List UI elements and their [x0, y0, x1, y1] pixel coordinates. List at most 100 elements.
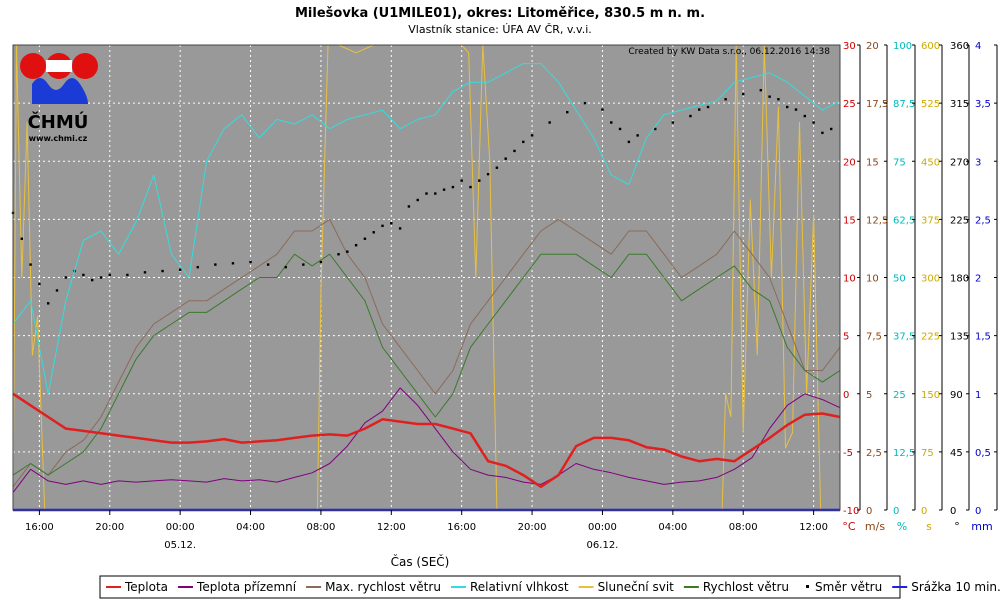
legend-item: Teplota	[106, 580, 168, 594]
x-tick-label: 16:00	[447, 522, 476, 533]
wind-direction-point	[566, 110, 569, 114]
wind-direction-point	[266, 263, 270, 266]
right-axis-tick-label: 0,5	[975, 448, 991, 459]
wind-direction-point	[610, 121, 613, 124]
right-axis-tick-label: 2	[975, 274, 981, 285]
legend-label: Rychlost větru	[703, 580, 789, 594]
wind-direction-point	[20, 237, 23, 240]
right-axis-tick-label: 525	[921, 99, 940, 110]
legend-label: Srážka 10 min.	[911, 580, 1000, 594]
wind-direction-point	[698, 108, 701, 111]
wind-direction-point	[460, 179, 463, 182]
wind-direction-point	[706, 105, 710, 109]
wind-direction-point	[583, 101, 587, 105]
right-axis-tick-label: 25	[843, 99, 856, 110]
right-axis-tick-label: 315	[950, 99, 969, 110]
wind-direction-point	[82, 273, 85, 277]
wind-direction-point	[495, 166, 499, 169]
legend-label: Max. rychlost větru	[325, 580, 441, 594]
legend-item: Teplota přízemní	[178, 580, 297, 594]
x-tick-label: 04:00	[658, 522, 687, 533]
wind-direction-point	[759, 89, 763, 92]
wind-direction-point	[671, 121, 675, 124]
right-axis-tick-label: 90	[950, 390, 963, 401]
x-tick-label: 12:00	[377, 522, 406, 533]
series-line-6	[12, 253, 841, 476]
legend-label: Relativní vlhkost	[470, 580, 569, 594]
x-date-label: 06.12.	[587, 540, 619, 551]
wind-direction-point	[618, 127, 622, 131]
wind-direction-point	[99, 276, 103, 279]
chart-subtitle: Vlastník stanice: ÚFA AV ČR, v.v.i.	[408, 23, 592, 36]
right-axis-tick-label: 3,5	[975, 99, 991, 110]
right-axis-tick-label: -10	[843, 506, 859, 517]
legend-label: Směr větru	[815, 580, 882, 594]
x-tick-label: 04:00	[236, 522, 265, 533]
right-axis-tick-label: 1	[975, 390, 981, 401]
wind-direction-point	[451, 185, 455, 189]
wind-direction-point	[178, 268, 182, 271]
wind-direction-point	[442, 188, 446, 191]
right-axis-tick-label: -5	[843, 448, 853, 459]
x-axis-label: Čas (SEČ)	[391, 554, 450, 569]
right-axis-tick-label: 100	[893, 41, 912, 52]
wind-direction-point	[143, 271, 147, 274]
right-axis-unit: °C	[842, 520, 856, 533]
right-axis-tick-label: 5	[866, 390, 872, 401]
legend-item: Rychlost větru	[683, 580, 789, 594]
right-axis-tick-label: 225	[950, 215, 969, 226]
right-axis-tick-label: 135	[950, 332, 969, 343]
x-tick-label: 12:00	[799, 522, 828, 533]
wind-direction-point	[504, 157, 507, 160]
wind-direction-point	[64, 276, 67, 279]
right-axis-tick-label: 150	[921, 390, 940, 401]
wind-direction-point	[478, 179, 481, 182]
right-axis-tick-label: 360	[950, 41, 969, 52]
wind-direction-point	[38, 282, 41, 286]
right-axis-tick-label: 10	[843, 274, 856, 285]
right-axis-unit: s	[926, 520, 932, 533]
wind-direction-point	[654, 127, 657, 131]
right-axis-tick-label: 300	[921, 274, 940, 285]
wind-direction-point	[425, 192, 428, 195]
x-tick-label: 20:00	[95, 522, 124, 533]
right-axis-tick-label: 37,5	[893, 332, 915, 343]
wind-direction-point	[486, 172, 490, 176]
logo-circle-icon	[72, 53, 98, 79]
x-tick-label: 20:00	[518, 522, 547, 533]
wind-direction-point	[724, 98, 727, 101]
wind-direction-point	[354, 244, 358, 247]
wind-direction-point	[337, 253, 340, 256]
logo-circle-icon	[20, 53, 46, 79]
right-axis-tick-label: 0	[866, 506, 872, 517]
wind-direction-point	[627, 140, 631, 144]
wind-direction-point	[398, 227, 402, 230]
right-axis-tick-label: 180	[950, 274, 969, 285]
right-axis-tick-label: 10	[866, 274, 879, 285]
legend-item: Relativní vlhkost	[450, 580, 569, 594]
right-axis-tick-label: 4	[975, 41, 981, 52]
chart-title: Milešovka (U1MILE01), okres: Litoměřice,…	[295, 6, 705, 21]
wind-direction-point	[636, 134, 639, 137]
right-axis-tick-label: 3	[975, 157, 981, 168]
right-axis-tick-label: 30	[843, 41, 856, 52]
wind-direction-point	[346, 250, 349, 253]
wind-direction-point	[434, 192, 437, 195]
right-axis-tick-label: 12,5	[866, 215, 888, 226]
wind-direction-point	[469, 185, 472, 189]
right-axis-tick-label: 75	[893, 157, 906, 168]
right-axis-tick-label: 0	[893, 506, 899, 517]
legend-marker	[806, 585, 810, 588]
wind-direction-point	[522, 140, 525, 144]
right-axis-tick-label: 17,5	[866, 99, 888, 110]
legend-label: Sluneční svit	[598, 580, 675, 594]
x-tick-label: 08:00	[729, 522, 758, 533]
wind-direction-point	[407, 205, 411, 208]
series-line-2	[12, 387, 841, 493]
wind-direction-point	[126, 273, 129, 277]
wind-direction-point	[55, 289, 59, 292]
legend-label: Teplota přízemní	[196, 580, 297, 594]
series-line-3	[12, 218, 841, 488]
